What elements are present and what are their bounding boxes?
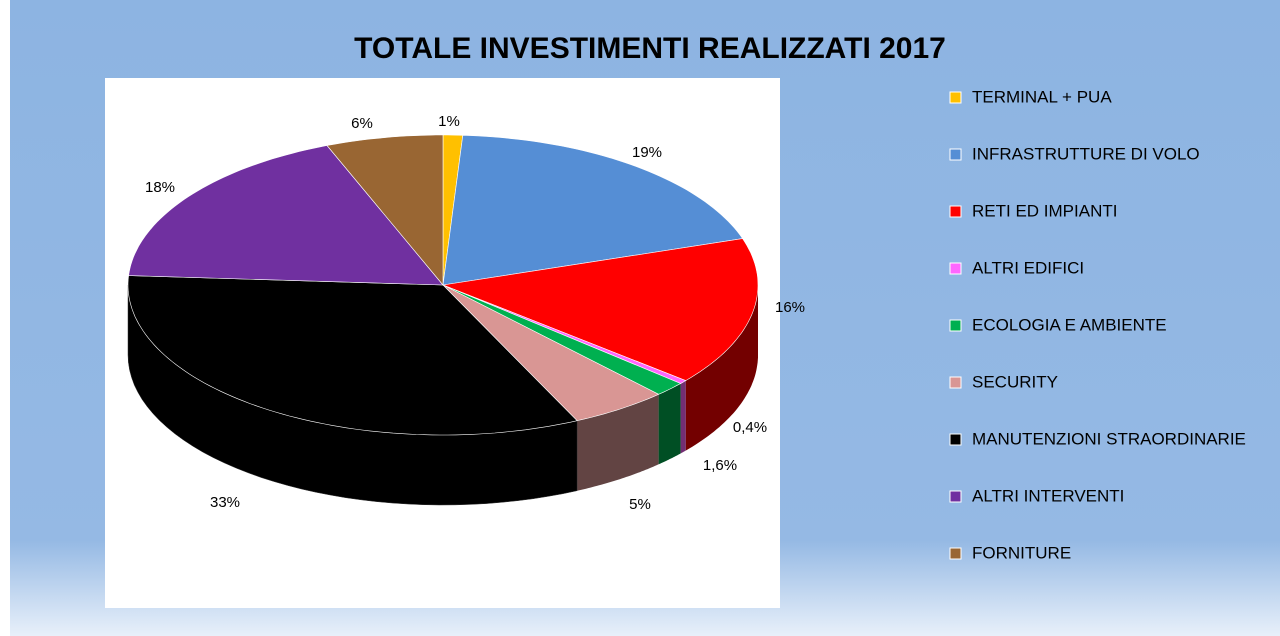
- legend-label: INFRASTRUTTURE DI VOLO: [972, 144, 1200, 163]
- data-label: 33%: [210, 494, 240, 511]
- data-label: 1,6%: [703, 457, 737, 474]
- pie-slice: [128, 145, 444, 286]
- pie-slice: [441, 238, 759, 381]
- legend-label: RETI ED IMPIANTI: [972, 201, 1117, 220]
- legend-label: ALTRI INTERVENTI: [972, 486, 1124, 505]
- legend-swatch: [949, 262, 962, 275]
- legend-label: MANUTENZIONI STRAORDINARIE: [972, 429, 1246, 448]
- legend-swatch: [949, 205, 962, 218]
- pie-slice: [326, 134, 444, 286]
- pie-slice-side: [658, 383, 681, 465]
- legend-swatch: [949, 319, 962, 332]
- data-label: 18%: [145, 179, 175, 196]
- data-label: 1%: [438, 113, 460, 130]
- legend-swatch: [949, 148, 962, 161]
- pie-slice: [127, 275, 578, 436]
- legend-swatch: [949, 376, 962, 389]
- data-label: 6%: [351, 115, 373, 132]
- pie-slice: [442, 284, 660, 422]
- pie-slice-side: [680, 380, 686, 454]
- legend-label: ALTRI EDIFICI: [972, 258, 1084, 277]
- data-label: 19%: [632, 144, 662, 161]
- pie-slice: [442, 284, 682, 395]
- data-label: 16%: [775, 299, 805, 316]
- pie-slice-side: [685, 285, 758, 451]
- legend-swatch: [949, 490, 962, 503]
- pie-slice: [442, 134, 744, 286]
- data-label: 0,4%: [733, 419, 767, 436]
- legend-swatch: [949, 547, 962, 560]
- legend-swatch: [949, 91, 962, 104]
- legend-label: SECURITY: [972, 372, 1058, 391]
- legend-label: FORNITURE: [972, 543, 1071, 562]
- chart-title: TOTALE INVESTIMENTI REALIZZATI 2017: [354, 32, 946, 65]
- legend-label: ECOLOGIA E AMBIENTE: [972, 315, 1167, 334]
- data-label: 5%: [629, 496, 651, 513]
- legend-swatch: [949, 433, 962, 446]
- pie-slice-side: [577, 394, 659, 491]
- legend-label: TERMINAL + PUA: [972, 87, 1112, 106]
